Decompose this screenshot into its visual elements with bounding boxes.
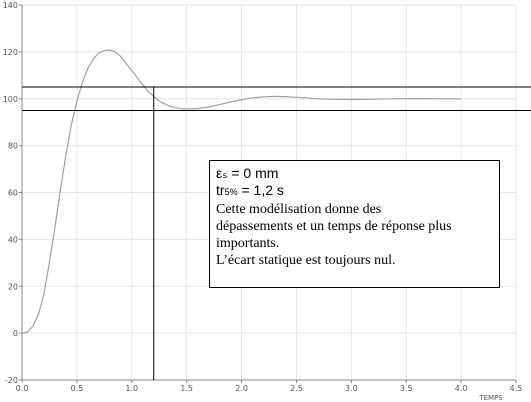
x-tick-label: 2.0: [235, 384, 248, 393]
response-time-subscript: 5%: [224, 187, 238, 197]
x-tick-label: 0.0: [16, 384, 29, 393]
x-tick-label: 4.5: [510, 384, 523, 393]
note-line-3: importants.: [216, 236, 280, 251]
x-tick-label: 3.0: [345, 384, 358, 393]
y-tick-label: 0: [13, 329, 18, 338]
y-tick-label: -20: [5, 376, 18, 385]
x-tick-label: 1.0: [125, 384, 138, 393]
y-tick-label: 100: [3, 95, 18, 104]
note-line-4: L’écart statique est toujours nul.: [216, 253, 396, 268]
y-tick-label: 20: [8, 282, 18, 291]
x-axis-label: TEMPS: [478, 394, 503, 402]
y-tick-label: 140: [3, 1, 18, 10]
x-tick-label: 0.5: [71, 384, 84, 393]
annotation-box: εₛ = 0 mm tr5% = 1,2 s Cette modélisatio…: [209, 160, 500, 288]
axes: [19, 4, 517, 383]
x-tick-label: 1.5: [180, 384, 193, 393]
series: [21, 49, 462, 334]
x-tick-label: 4.0: [455, 384, 468, 393]
response-time-value: = 1,2 s: [237, 182, 284, 198]
y-tick-label: 40: [8, 235, 18, 244]
static-error-line: εₛ = 0 mm: [216, 165, 279, 181]
y-tick-label: 80: [8, 142, 18, 151]
response-curve: [21, 49, 462, 334]
y-tick-label: 120: [3, 48, 18, 57]
note-line-2: dépassements et un temps de réponse plus: [216, 219, 452, 234]
x-tick-label: 2.5: [290, 384, 303, 393]
tick-labels: 0.0 0.5 1.0 1.5 2.0 2.5 3.0 3.5 4.0 4.5 -20 0 20 40 60…: [3, 1, 523, 393]
response-time-symbol: tr: [216, 182, 225, 198]
reference-lines: [22, 86, 531, 380]
note-line-1: Cette modélisation donne des: [216, 202, 382, 217]
y-tick-label: 60: [8, 189, 18, 198]
x-tick-label: 3.5: [400, 384, 413, 393]
response-time-line: tr5% = 1,2 s: [216, 182, 493, 201]
